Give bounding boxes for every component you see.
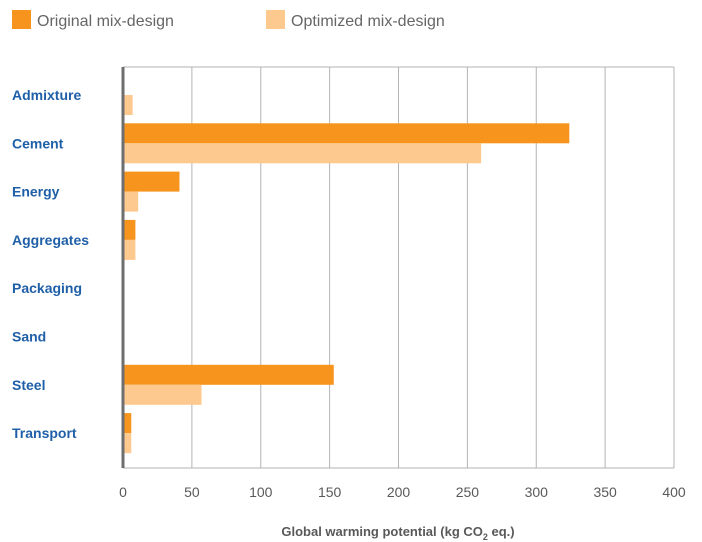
bars [123, 95, 570, 454]
x-tick-labels: 0 50 100 150 200 250 300 350 400 [119, 484, 686, 500]
x-tick-label-200: 200 [387, 484, 411, 500]
legend-swatch-optimized [266, 10, 285, 29]
legend: Original mix-design Optimized mix-design [12, 10, 445, 30]
legend-swatch-original [12, 10, 31, 29]
x-axis-label: Global warming potential (kg CO2 eq.) [281, 524, 514, 542]
bar-cement-original [123, 123, 570, 144]
legend-label-optimized: Optimized mix-design [291, 13, 445, 30]
bar-transport-optimized [123, 433, 132, 454]
category-label-steel: Steel [12, 377, 45, 393]
legend-label-original: Original mix-design [37, 13, 174, 30]
x-tick-label-400: 400 [662, 484, 686, 500]
bar-aggregates-original [123, 219, 136, 240]
bar-cement-optimized [123, 143, 482, 164]
x-axis-label-suffix: eq.) [488, 524, 515, 539]
category-label-sand: Sand [12, 329, 46, 345]
x-tick-label-50: 50 [184, 484, 200, 500]
category-labels: Admixture Cement Energy Aggregates Packaging… [12, 87, 89, 441]
category-label-cement: Cement [12, 135, 64, 151]
bar-admixture-optimized [123, 95, 133, 115]
x-tick-label-0: 0 [119, 484, 127, 500]
bar-energy-original [123, 171, 180, 192]
category-label-aggregates: Aggregates [12, 232, 89, 248]
bar-energy-optimized [123, 191, 139, 212]
x-tick-label-150: 150 [318, 484, 342, 500]
category-label-transport: Transport [12, 425, 77, 441]
x-axis-label-subscript: 2 [483, 532, 488, 542]
category-label-packaging: Packaging [12, 280, 82, 296]
category-label-energy: Energy [12, 184, 60, 200]
bar-steel-optimized [123, 384, 202, 405]
bar-aggregates-optimized [123, 239, 136, 260]
bar-steel-original [123, 364, 334, 385]
category-label-admixture: Admixture [12, 87, 81, 103]
x-axis-label-main: Global warming potential (kg CO [281, 524, 483, 539]
x-tick-label-300: 300 [525, 484, 549, 500]
x-tick-label-350: 350 [593, 484, 617, 500]
x-tick-label-250: 250 [456, 484, 480, 500]
bar-transport-original [123, 413, 132, 434]
x-tick-label-100: 100 [249, 484, 273, 500]
